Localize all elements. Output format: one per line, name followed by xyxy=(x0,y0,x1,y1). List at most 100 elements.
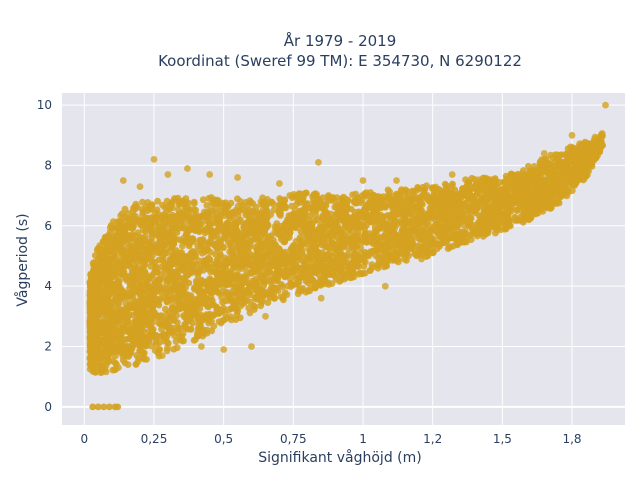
data-point xyxy=(449,180,456,188)
data-point xyxy=(360,262,368,270)
data-point xyxy=(461,216,469,224)
data-point xyxy=(273,284,281,292)
data-point xyxy=(396,236,403,244)
data-point xyxy=(89,303,97,311)
data-point xyxy=(404,201,412,209)
data-point xyxy=(557,192,565,200)
data-point xyxy=(248,208,256,216)
data-point xyxy=(207,288,215,296)
data-point xyxy=(549,173,557,180)
data-point xyxy=(348,271,356,278)
data-point xyxy=(159,257,167,264)
data-point xyxy=(313,261,321,268)
data-point xyxy=(205,254,212,262)
data-point xyxy=(331,245,339,252)
data-point xyxy=(276,195,284,202)
data-point xyxy=(450,232,457,239)
data-point xyxy=(137,282,144,290)
data-point xyxy=(339,215,346,223)
data-point xyxy=(160,248,167,255)
data-point xyxy=(223,203,230,211)
data-point xyxy=(594,144,602,152)
data-point xyxy=(144,288,152,296)
data-point xyxy=(192,277,200,285)
data-point xyxy=(574,148,582,156)
data-point xyxy=(217,240,224,248)
data-point xyxy=(157,213,164,221)
data-point xyxy=(377,245,385,253)
data-point xyxy=(470,227,478,235)
data-point xyxy=(208,235,216,242)
data-point xyxy=(472,183,480,191)
data-point xyxy=(110,254,117,261)
data-point xyxy=(467,192,475,200)
data-point xyxy=(564,178,571,186)
data-point xyxy=(351,217,359,225)
data-point xyxy=(155,301,163,309)
data-point xyxy=(492,202,500,210)
data-point xyxy=(271,294,278,302)
data-point xyxy=(394,256,402,263)
data-point xyxy=(162,240,170,248)
data-point xyxy=(355,262,362,270)
data-point xyxy=(219,299,227,306)
data-point xyxy=(173,319,181,326)
data-point xyxy=(328,238,336,246)
data-point xyxy=(168,214,176,222)
data-point xyxy=(557,162,565,170)
data-point xyxy=(167,286,175,293)
data-point xyxy=(197,242,205,250)
data-point xyxy=(569,165,577,172)
data-point xyxy=(571,155,579,162)
data-point xyxy=(124,318,131,326)
data-point xyxy=(279,225,287,233)
data-point xyxy=(473,190,481,197)
data-point xyxy=(156,320,164,328)
data-point xyxy=(456,235,463,242)
data-point xyxy=(529,205,537,213)
data-point xyxy=(172,196,180,204)
data-point xyxy=(258,200,266,208)
data-point xyxy=(140,349,148,357)
data-point xyxy=(245,214,253,222)
data-point xyxy=(129,287,136,295)
data-point xyxy=(373,227,381,235)
data-point xyxy=(272,241,279,249)
data-point xyxy=(496,213,504,221)
data-point xyxy=(217,252,224,260)
data-point xyxy=(489,219,497,227)
data-point xyxy=(571,179,579,187)
data-point xyxy=(223,280,231,287)
data-point xyxy=(253,246,261,254)
data-point xyxy=(432,206,440,214)
data-point xyxy=(232,260,240,268)
data-point xyxy=(386,188,393,196)
data-point xyxy=(190,198,198,206)
data-point xyxy=(477,221,484,229)
data-point xyxy=(167,270,175,278)
data-point xyxy=(120,246,127,254)
data-point xyxy=(200,213,208,221)
data-point xyxy=(256,272,264,279)
data-point xyxy=(482,189,490,197)
data-point xyxy=(439,201,447,209)
data-point xyxy=(325,192,332,199)
data-point xyxy=(302,189,310,197)
data-point xyxy=(113,288,121,296)
data-point xyxy=(168,243,176,251)
data-point xyxy=(185,279,193,287)
data-point xyxy=(256,222,264,230)
data-point xyxy=(410,227,418,235)
data-point xyxy=(465,222,473,230)
data-point xyxy=(230,297,238,305)
data-point xyxy=(301,205,308,213)
data-point xyxy=(424,252,432,260)
data-point xyxy=(262,240,270,248)
data-point xyxy=(449,205,457,213)
data-point xyxy=(219,210,226,217)
data-point xyxy=(190,206,198,213)
data-point xyxy=(150,281,158,289)
data-point xyxy=(199,196,207,204)
data-point xyxy=(408,215,416,223)
data-point xyxy=(126,256,134,264)
